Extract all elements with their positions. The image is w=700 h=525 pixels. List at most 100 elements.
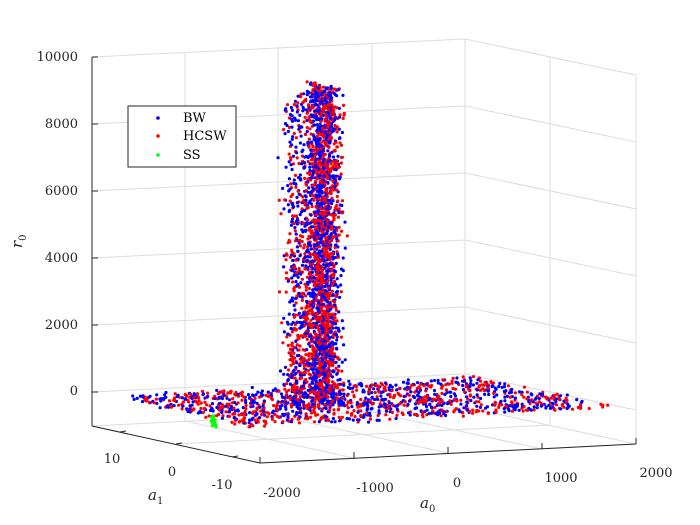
data-point-bw: [320, 398, 324, 402]
data-point-hcsw: [552, 393, 557, 397]
data-point-bw: [337, 402, 341, 406]
data-point-hcsw: [299, 95, 303, 99]
data-point-bw: [299, 281, 303, 285]
data-point-bw: [315, 368, 319, 372]
data-point-hcsw: [295, 271, 299, 275]
data-point-bw: [210, 406, 214, 410]
data-point-bw: [320, 234, 324, 238]
data-point-bw: [259, 391, 263, 395]
data-point-bw: [424, 382, 429, 386]
data-point-hcsw: [195, 392, 199, 396]
data-point-bw: [387, 401, 391, 405]
data-point-hcsw: [319, 132, 323, 137]
data-point-bw: [539, 404, 544, 408]
data-point-bw: [475, 404, 479, 408]
data-point-bw: [558, 394, 563, 398]
data-point-bw: [310, 93, 314, 97]
data-point-bw: [290, 167, 294, 172]
data-point-hcsw: [492, 391, 496, 395]
data-point-hcsw: [305, 275, 309, 279]
data-point-hcsw: [320, 271, 324, 275]
data-point-hcsw: [459, 398, 463, 402]
data-point-hcsw: [331, 179, 335, 183]
data-point-hcsw: [325, 328, 329, 332]
data-point-bw: [359, 381, 363, 385]
data-point-hcsw: [444, 383, 448, 387]
data-point-bw: [314, 321, 319, 326]
data-point-hcsw: [293, 103, 297, 107]
data-point-hcsw: [323, 217, 327, 221]
data-point-hcsw: [306, 103, 311, 107]
data-point-bw: [271, 409, 275, 413]
data-point-bw: [384, 409, 389, 413]
data-point-hcsw: [256, 419, 260, 423]
data-point-hcsw: [253, 396, 257, 400]
data-point-hcsw: [232, 406, 236, 410]
data-point-hcsw: [331, 334, 335, 338]
data-point-hcsw: [328, 403, 332, 407]
data-point-hcsw: [287, 152, 291, 156]
data-point-hcsw: [324, 209, 328, 213]
data-point-bw: [291, 400, 295, 404]
data-point-bw: [327, 113, 331, 117]
data-point-bw: [511, 404, 515, 409]
legend-item-ss: SS: [156, 148, 201, 163]
data-point-bw: [328, 247, 332, 252]
data-point-hcsw: [497, 403, 501, 407]
data-point-hcsw: [374, 383, 378, 387]
data-point-hcsw: [294, 301, 298, 305]
data-point-bw: [318, 183, 322, 187]
data-point-hcsw: [304, 353, 308, 357]
data-point-hcsw: [292, 289, 296, 293]
data-point-bw: [309, 176, 313, 180]
data-point-bw: [188, 408, 192, 412]
data-point-bw: [291, 135, 295, 139]
data-point-hcsw: [303, 115, 307, 119]
data-point-hcsw: [291, 362, 296, 366]
data-point-hcsw: [339, 290, 343, 294]
data-point-bw: [309, 303, 313, 307]
data-point-bw: [323, 284, 327, 289]
data-point-bw: [294, 280, 298, 284]
data-point-hcsw: [302, 315, 306, 320]
data-point-bw: [206, 394, 210, 398]
data-point-hcsw: [301, 334, 305, 338]
data-point-hcsw: [297, 421, 301, 425]
data-point-hcsw: [342, 111, 346, 115]
data-point-hcsw: [326, 291, 330, 295]
data-point-bw: [510, 387, 514, 391]
data-point-bw: [196, 411, 200, 415]
data-point-hcsw: [329, 347, 333, 351]
data-point-hcsw: [352, 394, 356, 398]
data-point-bw: [295, 222, 299, 226]
data-point-hcsw: [384, 413, 388, 417]
data-point-bw: [326, 181, 330, 185]
data-point-hcsw: [323, 152, 327, 156]
data-point-bw: [334, 332, 338, 337]
data-point-hcsw: [294, 185, 298, 189]
data-point-hcsw: [327, 371, 331, 375]
data-point-bw: [296, 94, 300, 98]
data-point-bw: [379, 404, 383, 408]
data-point-hcsw: [481, 409, 485, 413]
data-point-bw: [309, 294, 313, 298]
data-point-hcsw: [230, 401, 234, 405]
data-point-bw: [317, 167, 321, 171]
data-point-bw: [337, 390, 341, 394]
data-point-hcsw: [336, 407, 341, 411]
data-point-hcsw: [478, 384, 482, 388]
data-point-hcsw: [398, 401, 402, 406]
data-point-hcsw: [312, 408, 316, 412]
data-point-hcsw: [332, 213, 336, 217]
data-point-bw: [301, 393, 305, 397]
data-point-bw: [296, 283, 300, 287]
data-point-hcsw: [447, 382, 451, 386]
data-point-bw: [319, 189, 323, 193]
data-point-hcsw: [436, 396, 440, 400]
data-point-bw: [301, 230, 305, 234]
data-point-hcsw: [206, 391, 210, 395]
data-point-bw: [408, 413, 412, 417]
data-point-hcsw: [312, 198, 316, 202]
data-point-bw: [453, 394, 458, 398]
data-point-hcsw: [326, 311, 330, 315]
